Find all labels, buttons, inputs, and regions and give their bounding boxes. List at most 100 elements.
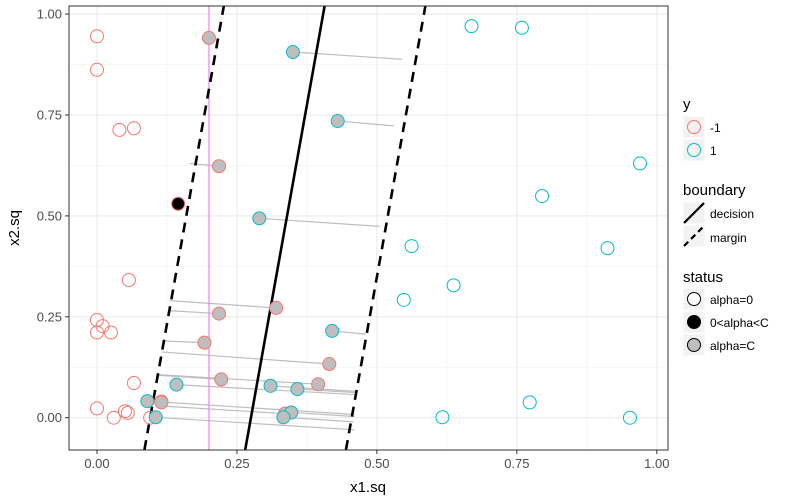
- data-point: [311, 377, 326, 392]
- data-point: [263, 378, 278, 393]
- data-point: [396, 292, 411, 307]
- legend-boundary: boundary decision margin: [682, 182, 754, 248]
- legend-boundary-title: boundary: [683, 182, 746, 199]
- y-tick-label: 0.25: [37, 309, 62, 324]
- data-point: [214, 372, 229, 387]
- data-point: [535, 189, 550, 204]
- legend-y: y -1 1: [682, 96, 721, 162]
- y-tick-label: 1.00: [37, 7, 62, 22]
- data-point: [404, 239, 419, 254]
- legend-y-neg-point: [687, 120, 701, 134]
- projection-segment: [161, 351, 330, 365]
- margin-line-upper: [344, 6, 427, 450]
- data-point: [171, 196, 186, 211]
- projection-segment: [291, 411, 355, 418]
- legend-y-neg-label: -1: [710, 121, 721, 135]
- data-point: [112, 122, 127, 137]
- projection-segment: [147, 400, 355, 416]
- data-point: [633, 156, 648, 171]
- legend-decision-label: decision: [710, 207, 754, 221]
- legend-margin-line: [683, 225, 705, 247]
- x-axis-ticks: 0.00 0.25 0.50 0.75 1.00: [84, 450, 669, 471]
- data-point: [212, 159, 227, 174]
- projection-segments: [147, 51, 403, 431]
- legend-key-box: [682, 115, 706, 139]
- projection-segment: [158, 374, 222, 380]
- data-point: [126, 121, 141, 136]
- data-point: [322, 357, 337, 372]
- legend-status-alpha0-label: alpha=0: [710, 293, 753, 307]
- data-point: [276, 410, 291, 425]
- legend-status-alpha0-point: [687, 292, 701, 306]
- data-point: [201, 30, 216, 45]
- data-point: [285, 45, 300, 60]
- data-point: [446, 278, 461, 293]
- legend-key-box: [682, 138, 706, 162]
- data-point: [89, 62, 104, 77]
- data-point: [89, 29, 104, 44]
- boundary-lines: [143, 6, 427, 450]
- margin-line-lower: [143, 6, 226, 450]
- legend-status-between-point: [687, 315, 701, 329]
- data-point: [212, 306, 227, 321]
- data-point: [169, 377, 184, 392]
- data-point: [435, 410, 450, 425]
- data-point: [89, 401, 104, 416]
- data-point: [522, 395, 537, 410]
- x-tick-label: 0.75: [504, 456, 529, 471]
- data-point: [121, 273, 136, 288]
- projection-segment: [169, 310, 220, 315]
- data-point: [106, 410, 121, 425]
- legend-decision-line: [683, 202, 705, 224]
- data-points: [89, 19, 648, 425]
- data-point: [103, 325, 118, 340]
- legend-status-between-label: 0<alpha<C: [710, 316, 769, 330]
- y-axis-ticks: 0.00 0.25 0.50 0.75 1.00: [37, 7, 69, 425]
- projection-segment: [292, 51, 403, 60]
- x-tick-label: 0.25: [224, 456, 249, 471]
- data-point: [252, 211, 267, 226]
- data-point: [197, 335, 212, 350]
- projection-segment: [259, 217, 380, 227]
- y-axis-title: x2.sq: [6, 210, 23, 246]
- projection-segment: [155, 416, 355, 431]
- data-point: [622, 410, 637, 425]
- projection-segment: [297, 388, 358, 394]
- data-point: [154, 395, 169, 410]
- data-point: [514, 20, 529, 35]
- x-axis-title: x1.sq: [350, 479, 386, 496]
- legend-status-alphaC-label: alpha=C: [710, 339, 755, 353]
- x-tick-label: 1.00: [644, 456, 669, 471]
- legend-status: status alpha=0 0<alpha<C alpha=C: [682, 269, 769, 357]
- legend-y-title: y: [683, 96, 691, 113]
- y-tick-label: 0.00: [37, 410, 62, 425]
- data-point: [464, 19, 479, 34]
- data-point: [290, 382, 305, 397]
- plot-panel: [68, 5, 669, 451]
- data-point: [600, 241, 615, 256]
- data-point: [89, 325, 104, 340]
- plot-panel-border: [68, 5, 669, 451]
- legend-status-alphaC-point: [687, 338, 701, 352]
- projection-segment: [169, 300, 277, 309]
- data-point: [117, 404, 132, 419]
- data-point: [126, 375, 141, 390]
- projection-segment: [337, 120, 394, 127]
- legend-y-pos-point: [687, 143, 701, 157]
- grid: [69, 6, 668, 450]
- projection-segment: [155, 373, 319, 385]
- legend-y-pos-label: 1: [710, 144, 717, 158]
- legend-status-title: status: [683, 269, 723, 286]
- data-point: [148, 410, 163, 425]
- y-tick-label: 0.50: [37, 208, 62, 223]
- data-point: [325, 323, 340, 338]
- legend-margin-label: margin: [710, 231, 747, 245]
- projection-segment: [155, 405, 286, 415]
- y-tick-label: 0.75: [37, 107, 62, 122]
- x-tick-label: 0.00: [84, 456, 109, 471]
- data-point: [120, 405, 135, 420]
- data-point: [330, 114, 345, 129]
- decision-line: [243, 6, 326, 450]
- data-point: [140, 394, 155, 409]
